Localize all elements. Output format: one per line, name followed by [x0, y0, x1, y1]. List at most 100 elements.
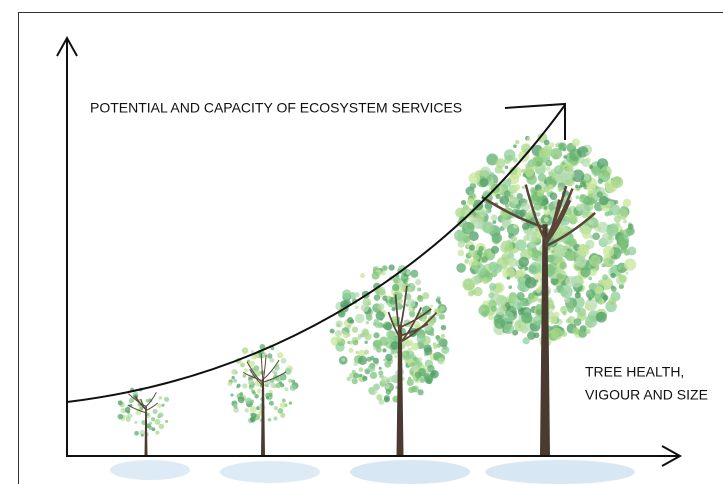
leaf	[550, 192, 558, 200]
leaf	[568, 308, 573, 313]
leaf	[496, 295, 506, 305]
leaf	[528, 264, 538, 274]
leaf	[456, 263, 466, 273]
leaf	[487, 251, 492, 256]
leaf	[118, 400, 123, 405]
leaf	[473, 287, 482, 296]
leaf	[415, 371, 422, 378]
leaf	[588, 297, 591, 300]
leaf	[407, 379, 414, 386]
leaf	[397, 293, 403, 299]
leaf	[544, 206, 548, 210]
leaf	[495, 166, 503, 174]
leaf	[511, 236, 517, 242]
leaf	[366, 357, 371, 362]
leaf	[504, 190, 511, 197]
leaf	[406, 299, 415, 308]
leaf	[164, 397, 169, 402]
leaf	[428, 376, 433, 381]
leaf	[240, 362, 245, 367]
leaf	[597, 296, 603, 302]
leaf	[391, 307, 395, 311]
leaf	[585, 304, 592, 311]
leaf	[488, 315, 493, 320]
leaf	[237, 384, 241, 388]
leaf	[341, 358, 345, 362]
leaf	[488, 293, 494, 299]
leaf	[560, 286, 573, 299]
leaf	[252, 391, 256, 395]
leaf	[482, 277, 489, 284]
leaf	[611, 176, 623, 188]
leaf	[165, 420, 168, 423]
leaf	[603, 295, 609, 301]
leaf	[388, 376, 394, 382]
leaf	[477, 265, 480, 268]
leaf	[274, 406, 278, 410]
leaf	[471, 276, 480, 285]
leaf	[585, 329, 590, 334]
leaf	[547, 161, 550, 164]
leaf	[512, 198, 518, 204]
leaf	[469, 191, 474, 196]
leaf	[551, 250, 554, 253]
leaf	[526, 231, 537, 242]
leaf	[155, 431, 159, 435]
leaf	[437, 337, 443, 343]
leaf	[417, 334, 426, 343]
leaf	[355, 314, 364, 323]
leaf	[524, 199, 527, 202]
leaf	[554, 289, 558, 293]
leaf	[342, 330, 346, 334]
leaf	[464, 259, 469, 264]
leaf	[430, 332, 434, 336]
leaf	[376, 394, 382, 400]
leaf	[269, 401, 274, 406]
leaf	[427, 365, 434, 372]
leaf	[515, 140, 519, 144]
leaf	[510, 296, 516, 302]
leaf	[455, 207, 465, 217]
leaf	[577, 146, 588, 157]
leaf	[240, 392, 244, 396]
leaf	[544, 217, 549, 222]
leaf	[610, 273, 616, 279]
leaf	[575, 185, 578, 188]
leaf	[267, 353, 272, 358]
leaf	[620, 229, 624, 233]
leaf	[254, 394, 259, 399]
leaf	[602, 274, 608, 280]
leaf	[390, 350, 395, 355]
leaf	[233, 379, 237, 383]
leaf	[526, 302, 530, 306]
leaf	[266, 396, 269, 399]
leaf	[521, 312, 532, 323]
leaf	[578, 157, 584, 163]
leaf	[565, 245, 569, 249]
leaf	[360, 273, 365, 278]
leaf	[585, 315, 597, 327]
leaf	[238, 396, 245, 403]
leaf	[245, 397, 252, 404]
leaf	[285, 368, 292, 375]
leaf	[434, 308, 442, 316]
leaf	[125, 407, 131, 413]
leaf	[245, 408, 249, 412]
leaf	[619, 274, 622, 277]
shadow	[485, 460, 635, 484]
leaf	[588, 220, 594, 226]
leaf	[134, 421, 137, 424]
leaf	[242, 347, 248, 353]
leaf	[523, 337, 530, 344]
leaf	[517, 193, 523, 199]
leaf	[270, 383, 276, 389]
leaf	[575, 256, 586, 267]
leaf	[417, 288, 421, 292]
leaf	[525, 277, 537, 289]
leaf	[591, 166, 601, 176]
leaf	[254, 380, 260, 386]
leaf	[544, 140, 550, 146]
leaf	[588, 276, 592, 280]
leaf	[546, 167, 551, 172]
leaf	[525, 212, 532, 219]
